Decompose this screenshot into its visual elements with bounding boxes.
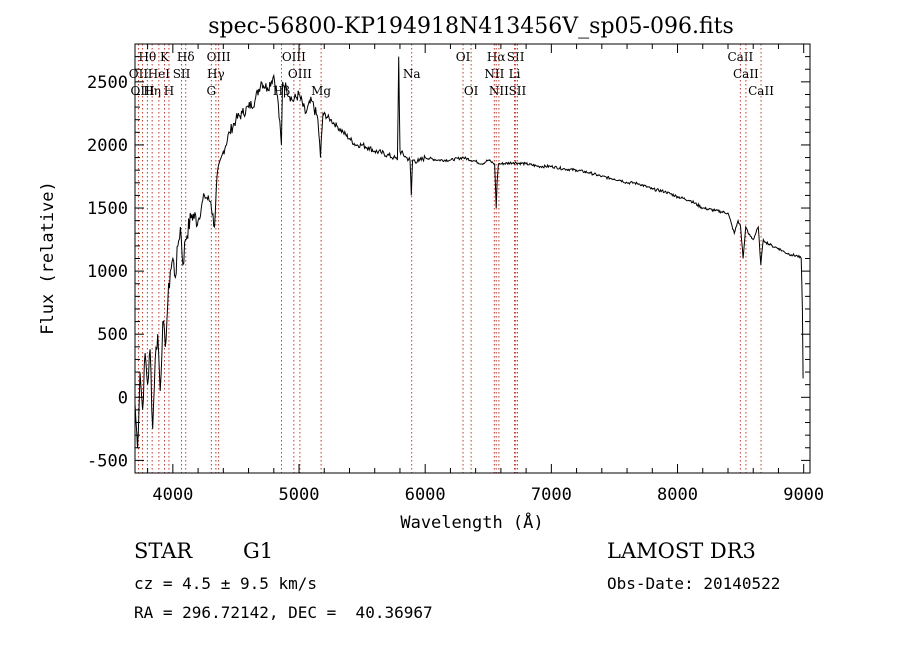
y-tick-label: 0 (118, 388, 128, 408)
y-tick-label: -500 (87, 451, 128, 471)
line-label: CaII (733, 67, 759, 81)
line-label: OI (456, 50, 471, 64)
y-tick-label: 500 (97, 325, 128, 345)
x-tick-label: 8000 (657, 485, 698, 505)
x-tick-label: 9000 (783, 485, 824, 505)
x-axis: 4000 5000 6000 7000 8000 9000 (147, 44, 824, 505)
y-axis-label: Flux (relative) (38, 181, 58, 335)
line-label: Hδ (177, 50, 195, 64)
line-label: Na (403, 67, 421, 81)
line-label: CaII (748, 84, 774, 98)
y-tick-label: 1500 (87, 199, 128, 219)
line-label: SII (509, 84, 527, 98)
line-label: OIII (282, 50, 306, 64)
line-label: OIII (207, 50, 231, 64)
line-label: HeI (148, 67, 171, 81)
plot-frame (134, 43, 811, 474)
line-label: OII (129, 67, 149, 81)
x-tick-label: 4000 (152, 485, 193, 505)
line-label: H (164, 84, 174, 98)
line-label: SII (507, 50, 525, 64)
line-label: Hθ (139, 50, 157, 64)
obs-date: Obs-Date: 20140522 (607, 574, 781, 593)
redshift-text: cz = 4.5 ± 9.5 km/s (134, 574, 318, 593)
survey-label: LAMOST DR3 (607, 539, 756, 563)
y-tick-label: 1000 (87, 262, 128, 282)
line-label: NII (489, 84, 509, 98)
chart-title: spec-56800-KP194918N413456V_sp05-096.fit… (208, 14, 734, 39)
coordinates: RA = 296.72142, DEC = 40.36967 (134, 603, 433, 622)
line-label: OI (464, 84, 479, 98)
line-label: CaII (727, 50, 753, 64)
x-tick-label: 5000 (279, 485, 320, 505)
line-label: Li (509, 67, 521, 81)
x-tick-label: 7000 (531, 485, 572, 505)
line-label: G (207, 84, 217, 98)
line-label: OIII (288, 67, 312, 81)
line-label: Hα (487, 50, 506, 64)
line-label: Hη (143, 84, 161, 98)
line-label: Mg (311, 84, 331, 98)
y-tick-label: 2000 (87, 136, 128, 156)
y-tick-label: 2500 (87, 73, 128, 93)
y-axis: -500 0 500 1000 1500 2000 2500 (87, 56, 810, 471)
subclass-label: G1 (243, 539, 274, 563)
line-label: K (160, 50, 170, 64)
x-tick-label: 6000 (405, 485, 446, 505)
line-label: SII (173, 67, 191, 81)
line-label: Hγ (207, 67, 225, 81)
x-axis-label: Wavelength (Å) (400, 511, 543, 533)
class-label: STAR (134, 539, 193, 563)
line-label: NII (484, 67, 504, 81)
spectrum-line (134, 56, 804, 448)
